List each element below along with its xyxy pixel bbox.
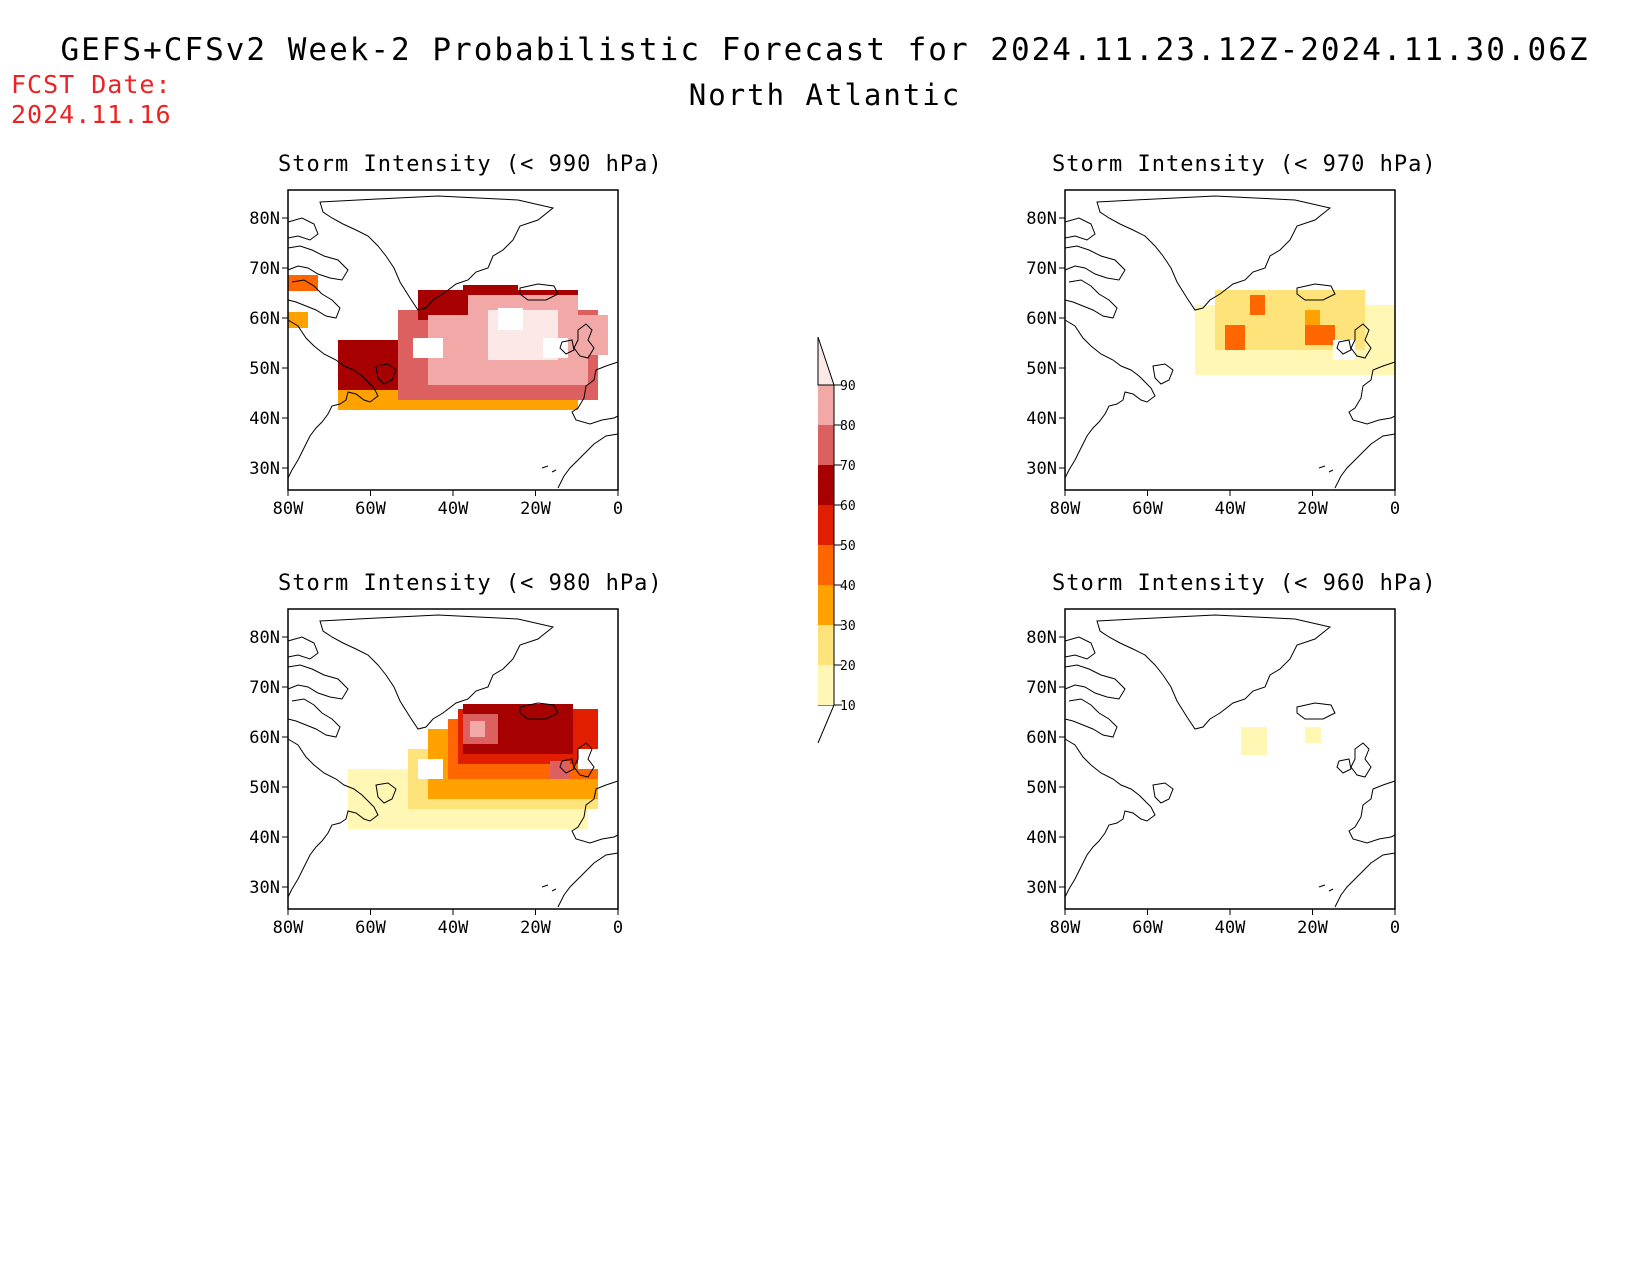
probability-field-990 — [288, 275, 608, 410]
lat-label: 30N — [249, 878, 280, 898]
colorbar-segment — [818, 545, 834, 585]
lon-label: 20W — [520, 499, 551, 519]
colorbar-segment — [818, 425, 834, 465]
colorbar-label: 60 — [840, 499, 856, 514]
colorbar-segment — [818, 505, 834, 545]
probability-field-970 — [1195, 290, 1395, 375]
map-panel-970 — [1064, 189, 1396, 491]
lat-label: 80N — [1026, 209, 1057, 229]
lon-label: 60W — [1132, 499, 1163, 519]
lat-label: 50N — [249, 359, 280, 379]
lat-label: 40N — [1026, 828, 1057, 848]
lat-label: 70N — [1026, 678, 1057, 698]
lon-label: 60W — [1132, 918, 1163, 938]
lat-label: 70N — [249, 678, 280, 698]
main-title: GEFS+CFSv2 Week-2 Probabilistic Forecast… — [60, 32, 1590, 68]
lat-label: 40N — [1026, 409, 1057, 429]
colorbar-segment — [818, 585, 834, 625]
axes-layer: 80N 70N 60N 50N 40N 30N 80W 60W 40W 20W 0 80N 70N 60N… — [249, 209, 1400, 938]
lon-label: 80W — [273, 918, 304, 938]
lat-label: 60N — [249, 728, 280, 748]
lon-label: 20W — [520, 918, 551, 938]
lat-label: 30N — [249, 459, 280, 479]
lon-label: 80W — [273, 499, 304, 519]
panel-title-990: Storm Intensity (< 990 hPa) — [278, 152, 663, 177]
lat-label: 80N — [249, 209, 280, 229]
colorbar-segment — [818, 665, 834, 705]
lon-label: 80W — [1050, 918, 1081, 938]
colorbar-low-extension — [817, 704, 835, 744]
lon-label: 20W — [1297, 499, 1328, 519]
lon-label: 40W — [1215, 918, 1246, 938]
colorbar-label: 30 — [840, 619, 856, 634]
map-frame — [1064, 608, 1396, 910]
panel-title-970: Storm Intensity (< 970 hPa) — [1052, 152, 1437, 177]
colorbar-segment — [818, 465, 834, 505]
colorbar: 10 20 30 40 50 60 70 80 90 — [817, 336, 856, 744]
region-subtitle: North Atlantic — [688, 78, 962, 112]
colorbar-label: 20 — [840, 659, 856, 674]
lat-label: 60N — [249, 309, 280, 329]
lat-label: 80N — [249, 628, 280, 648]
forecast-date-value: 2024.11.16 — [11, 100, 172, 129]
colorbar-segment — [818, 625, 834, 665]
lat-label: 40N — [249, 828, 280, 848]
lat-label: 40N — [249, 409, 280, 429]
lat-label: 50N — [1026, 778, 1057, 798]
forecast-date-label: FCST Date: — [11, 70, 172, 99]
colorbar-label: 40 — [840, 579, 856, 594]
lon-label: 60W — [355, 499, 386, 519]
lon-label: 40W — [1215, 499, 1246, 519]
coastline — [1064, 614, 1396, 908]
panel-title-960: Storm Intensity (< 960 hPa) — [1052, 571, 1437, 596]
lat-label: 30N — [1026, 878, 1057, 898]
probability-field-960 — [1241, 727, 1321, 755]
colorbar-high-extension — [817, 336, 835, 386]
lon-label: 0 — [613, 499, 623, 519]
lon-label: 0 — [1390, 918, 1400, 938]
lon-label: 0 — [613, 918, 623, 938]
lon-label: 0 — [1390, 499, 1400, 519]
map-panel-960 — [1064, 608, 1396, 910]
lat-label: 60N — [1026, 728, 1057, 748]
colorbar-segment — [818, 385, 834, 425]
lat-label: 30N — [1026, 459, 1057, 479]
panel-title-980: Storm Intensity (< 980 hPa) — [278, 571, 663, 596]
colorbar-label: 70 — [840, 459, 856, 474]
map-panel-990 — [287, 189, 619, 491]
colorbar-label: 80 — [840, 419, 856, 434]
lat-label: 60N — [1026, 309, 1057, 329]
colorbar-label: 50 — [840, 539, 856, 554]
colorbar-label: 10 — [840, 699, 856, 714]
lon-label: 80W — [1050, 499, 1081, 519]
lon-label: 60W — [355, 918, 386, 938]
lat-label: 50N — [1026, 359, 1057, 379]
lat-label: 70N — [1026, 259, 1057, 279]
lon-label: 40W — [438, 918, 469, 938]
lat-label: 70N — [249, 259, 280, 279]
lat-label: 50N — [249, 778, 280, 798]
probability-field-980 — [348, 704, 598, 829]
map-panel-980 — [287, 608, 619, 910]
colorbar-label: 90 — [840, 379, 856, 394]
lon-label: 40W — [438, 499, 469, 519]
lon-label: 20W — [1297, 918, 1328, 938]
lat-label: 80N — [1026, 628, 1057, 648]
